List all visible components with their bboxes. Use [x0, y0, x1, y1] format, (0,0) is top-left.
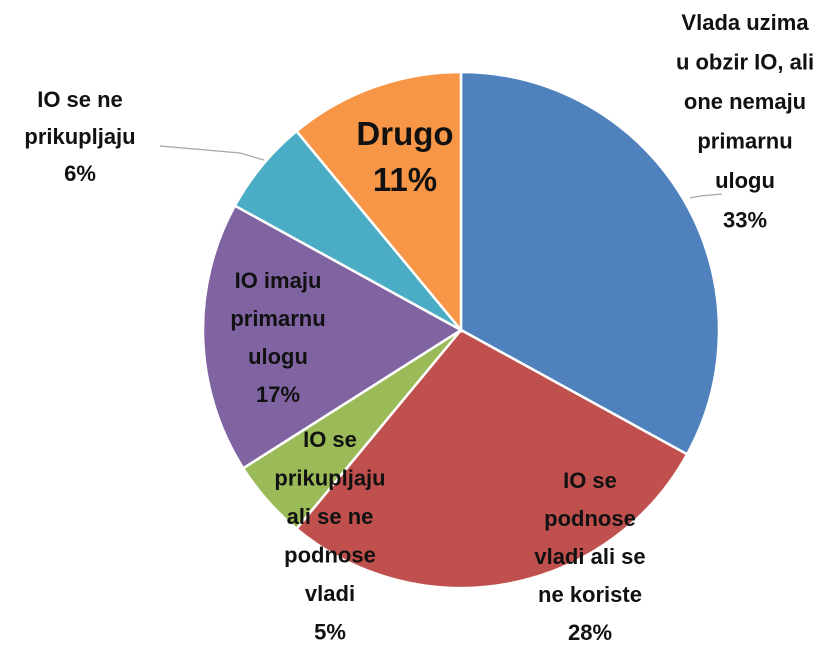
slice-label: IO imaju primarnu ulogu	[230, 268, 325, 369]
slice	[459, 70, 721, 456]
slice-label: Vlada uzima u obzir IO, ali one nemaju prim…	[676, 10, 814, 193]
slice-label: IO se prikupljaju ali se ne podnose vladi	[274, 427, 385, 606]
slice-label: Drugo	[356, 115, 453, 152]
slice-label: IO se podnose vladi ali se ne koriste	[534, 468, 645, 607]
value-label: 6%	[64, 161, 96, 186]
value-label: 17%	[256, 382, 300, 407]
value-label: 28%	[568, 620, 612, 645]
value-label: 5%	[314, 620, 346, 645]
slice	[201, 204, 464, 470]
leader-line	[689, 193, 723, 199]
value-label: 11%	[373, 161, 437, 198]
slices	[201, 70, 721, 590]
slice-label: IO se ne prikupljaju	[24, 87, 135, 149]
leader-line	[159, 145, 265, 161]
slice	[294, 70, 463, 334]
value-label: 33%	[723, 208, 767, 233]
slice	[294, 328, 689, 590]
